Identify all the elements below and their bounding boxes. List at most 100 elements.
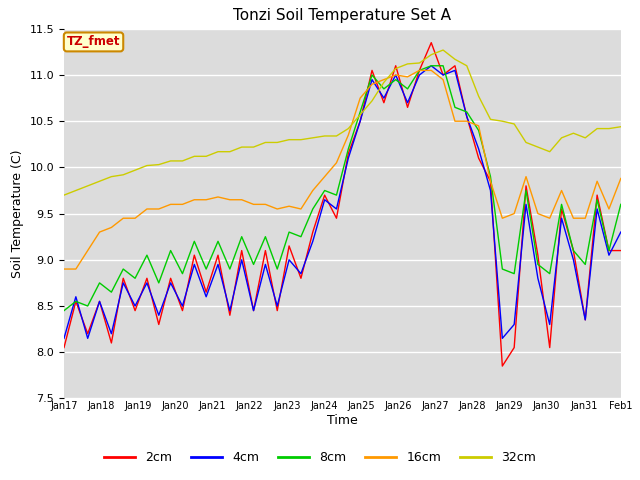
2cm (155, 322, 163, 327)
4cm (202, 294, 210, 300)
2cm (309, 229, 317, 235)
32cm (191, 154, 198, 159)
16cm (510, 211, 518, 216)
32cm (131, 168, 139, 173)
Title: Tonzi Soil Temperature Set A: Tonzi Soil Temperature Set A (234, 9, 451, 24)
16cm (428, 68, 435, 73)
16cm (214, 194, 222, 200)
8cm (593, 197, 601, 203)
2cm (167, 276, 175, 281)
16cm (96, 229, 104, 235)
Line: 16cm: 16cm (64, 71, 621, 269)
8cm (262, 234, 269, 240)
2cm (356, 118, 364, 124)
4cm (415, 72, 423, 78)
8cm (368, 72, 376, 78)
4cm (368, 77, 376, 83)
4cm (108, 331, 115, 336)
16cm (475, 123, 483, 129)
16cm (356, 95, 364, 101)
8cm (499, 266, 506, 272)
2cm (344, 151, 352, 156)
4cm (593, 206, 601, 212)
32cm (486, 117, 494, 122)
32cm (143, 163, 151, 168)
2cm (570, 248, 577, 253)
4cm (321, 197, 328, 203)
2cm (428, 40, 435, 46)
8cm (333, 192, 340, 198)
32cm (60, 192, 68, 198)
8cm (202, 266, 210, 272)
Legend: 2cm, 4cm, 8cm, 16cm, 32cm: 2cm, 4cm, 8cm, 16cm, 32cm (99, 446, 541, 469)
2cm (486, 179, 494, 184)
2cm (285, 243, 293, 249)
8cm (451, 105, 459, 110)
2cm (238, 248, 246, 253)
4cm (84, 336, 92, 341)
4cm (250, 308, 257, 313)
16cm (617, 176, 625, 181)
32cm (250, 144, 257, 150)
2cm (60, 345, 68, 350)
2cm (557, 206, 565, 212)
16cm (333, 160, 340, 166)
16cm (593, 179, 601, 184)
2cm (392, 63, 399, 69)
4cm (120, 280, 127, 286)
4cm (356, 118, 364, 124)
32cm (451, 57, 459, 62)
32cm (475, 94, 483, 99)
16cm (415, 68, 423, 73)
32cm (605, 126, 612, 132)
4cm (179, 303, 186, 309)
8cm (522, 188, 530, 193)
16cm (202, 197, 210, 203)
2cm (415, 68, 423, 73)
2cm (499, 363, 506, 369)
32cm (179, 158, 186, 164)
2cm (84, 331, 92, 336)
4cm (546, 322, 554, 327)
8cm (557, 202, 565, 207)
8cm (321, 188, 328, 193)
32cm (72, 188, 80, 193)
16cm (60, 266, 68, 272)
4cm (510, 322, 518, 327)
16cm (167, 202, 175, 207)
32cm (96, 179, 104, 184)
16cm (522, 174, 530, 180)
4cm (72, 294, 80, 300)
2cm (143, 276, 151, 281)
32cm (214, 149, 222, 155)
8cm (108, 289, 115, 295)
8cm (486, 174, 494, 180)
Text: TZ_fmet: TZ_fmet (67, 36, 120, 48)
16cm (605, 206, 612, 212)
32cm (415, 60, 423, 66)
8cm (415, 68, 423, 73)
16cm (285, 204, 293, 209)
16cm (191, 197, 198, 203)
32cm (463, 63, 470, 69)
32cm (593, 126, 601, 132)
16cm (155, 206, 163, 212)
4cm (557, 216, 565, 221)
8cm (179, 271, 186, 276)
4cm (273, 303, 281, 309)
4cm (380, 95, 388, 101)
4cm (451, 68, 459, 73)
16cm (368, 81, 376, 87)
2cm (333, 216, 340, 221)
32cm (522, 140, 530, 145)
2cm (131, 308, 139, 313)
16cm (250, 202, 257, 207)
8cm (404, 86, 412, 92)
16cm (392, 72, 399, 78)
8cm (72, 299, 80, 304)
32cm (167, 158, 175, 164)
Line: 2cm: 2cm (64, 43, 621, 366)
16cm (120, 216, 127, 221)
8cm (439, 63, 447, 69)
2cm (202, 289, 210, 295)
